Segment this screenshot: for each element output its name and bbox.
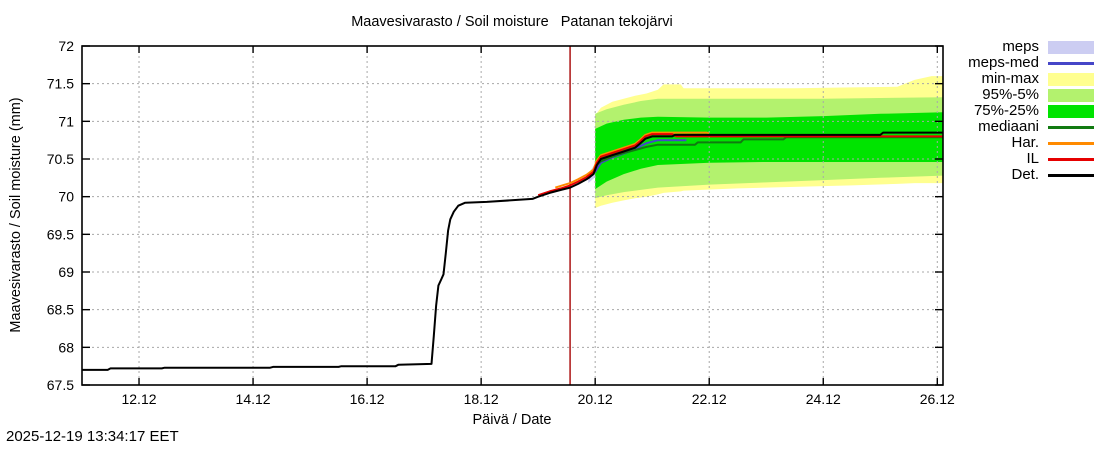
legend-item-det-: Det.: [952, 167, 1094, 183]
legend-item-95-5-: 95%-5%: [952, 87, 1094, 103]
x-tick-label: 12.12: [121, 391, 156, 407]
series-Har.: [555, 131, 710, 189]
x-tick-label: 20.12: [578, 391, 613, 407]
legend: meps meps-med min-max 95%-5% 75%-25% mediaani…: [952, 39, 1094, 183]
timestamp: 2025-12-19 13:34:17 EET: [6, 428, 179, 445]
chart-title: Maavesivarasto / Soil moisture Patanan t…: [351, 14, 673, 30]
legend-label: Det.: [1011, 166, 1039, 183]
legend-label: IL: [1026, 150, 1039, 167]
legend-swatch-fill: [1048, 88, 1094, 102]
series-IL: [537, 133, 943, 197]
y-tick-label: 67.5: [47, 377, 74, 393]
y-axis-label: Maavesivarasto / Soil moisture (mm): [8, 97, 24, 332]
x-axis-label: Päivä / Date: [473, 412, 552, 428]
y-tick-label: 70.5: [47, 151, 74, 167]
legend-label: 95%-5%: [982, 86, 1039, 103]
x-tick-label: 22.12: [692, 391, 727, 407]
x-tick-label: 26.12: [920, 391, 955, 407]
legend-item-mediaani: mediaani: [952, 119, 1094, 135]
y-tick-label: 71.5: [47, 76, 74, 92]
x-tick-label: 18.12: [464, 391, 499, 407]
x-tick-label: 24.12: [806, 391, 841, 407]
y-tick-label: 68.5: [47, 302, 74, 318]
legend-label: mediaani: [978, 118, 1039, 135]
legend-label: meps: [1002, 38, 1039, 55]
legend-swatch-line: [1048, 157, 1094, 161]
y-tick-label: 69.5: [47, 226, 74, 242]
band-75%-25%: [595, 112, 943, 190]
y-tick-label: 69: [58, 264, 74, 280]
legend-swatch-line: [1048, 141, 1094, 145]
y-tick-label: 72: [58, 38, 74, 54]
legend-label: 75%-25%: [973, 102, 1039, 119]
legend-label: Har.: [1011, 134, 1039, 151]
series-lines: [82, 131, 943, 371]
legend-swatch-fill: [1048, 72, 1094, 86]
legend-swatch-line: [1048, 125, 1094, 129]
axis-ticks: [82, 45, 943, 386]
y-tick-label: 68: [58, 339, 74, 355]
plot-frame: [81, 45, 944, 386]
plot-border: [81, 45, 944, 386]
series-Det.: [82, 131, 943, 371]
legend-item-min-max: min-max: [952, 71, 1094, 87]
legend-swatch-line: [1048, 61, 1094, 65]
legend-swatch-line: [1048, 173, 1094, 177]
legend-item-har-: Har.: [952, 135, 1094, 151]
y-tick-label: 71: [58, 113, 74, 129]
legend-label: min-max: [981, 70, 1039, 87]
legend-item-meps: meps: [952, 39, 1094, 55]
x-tick-label: 16.12: [350, 391, 385, 407]
legend-item-il: IL: [952, 151, 1094, 167]
y-tick-label: 70: [58, 189, 74, 205]
legend-item-75-25-: 75%-25%: [952, 103, 1094, 119]
forecast-bands: [588, 76, 943, 208]
axis-tick-labels: 12.12 14.12 16.12 18.12 20.12 22.12 24.12 26.12…: [47, 38, 955, 407]
legend-swatch-fill: [1048, 104, 1094, 118]
x-tick-label: 14.12: [236, 391, 271, 407]
legend-swatch-fill: [1048, 40, 1094, 54]
legend-label: meps-med: [968, 54, 1039, 71]
legend-item-meps-med: meps-med: [952, 55, 1094, 71]
series-mediaani: [594, 136, 943, 168]
